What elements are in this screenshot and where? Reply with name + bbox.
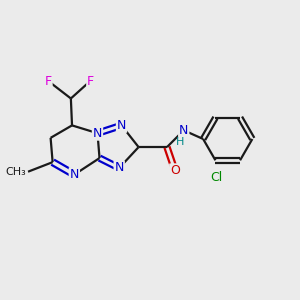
Text: O: O	[170, 164, 180, 177]
Text: Cl: Cl	[210, 171, 222, 184]
Text: F: F	[45, 75, 52, 88]
Text: F: F	[87, 75, 94, 88]
Text: N: N	[93, 127, 102, 140]
Text: H: H	[176, 137, 184, 148]
Text: N: N	[70, 168, 79, 181]
Text: N: N	[115, 161, 124, 174]
Text: N: N	[179, 124, 188, 137]
Text: N: N	[117, 119, 126, 132]
Text: CH₃: CH₃	[6, 167, 27, 177]
